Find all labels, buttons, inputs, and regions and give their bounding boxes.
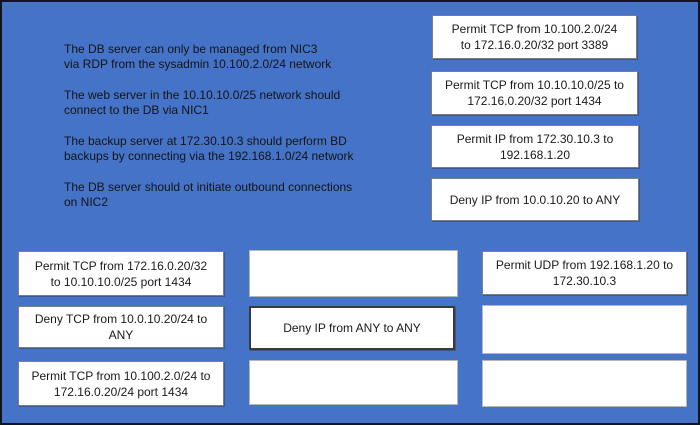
pool-rule-card-right-1-label: Permit UDP from 192.168.1.20 to 172.30.1… — [495, 258, 674, 288]
instruction-paragraph-2: The web server in the 10.10.10.0/25 netw… — [64, 88, 341, 117]
empty-drop-slot-middle-3[interactable] — [249, 360, 458, 405]
placed-rule-card-1-label: Permit TCP from 10.100.2.0/24 to 172.16.… — [451, 22, 618, 52]
placed-rule-card-4[interactable]: Deny IP from 10.0.10.20 to ANY — [431, 178, 639, 221]
pool-rule-card-left-1[interactable]: Permit TCP from 172.16.0.20/32 to 10.10.… — [18, 251, 224, 296]
placed-rule-card-1[interactable]: Permit TCP from 10.100.2.0/24 to 172.16.… — [432, 15, 637, 59]
placed-rule-card-3[interactable]: Permit IP from 172.30.10.3 to 192.168.1.… — [431, 125, 639, 168]
placed-rule-card-2-label: Permit TCP from 10.10.10.0/25 to 172.16.… — [445, 78, 624, 108]
empty-drop-slot-middle-1[interactable] — [249, 250, 458, 297]
pool-rule-card-right-1[interactable]: Permit UDP from 192.168.1.20 to 172.30.1… — [482, 251, 687, 295]
instruction-paragraph-4: The DB server should ot initiate outboun… — [64, 180, 353, 209]
empty-drop-slot-right-2[interactable] — [482, 305, 687, 354]
empty-drop-slot-right-3[interactable] — [482, 360, 687, 407]
pool-rule-card-left-3-label: Permit TCP from 10.100.2.0/24 to 172.16.… — [31, 368, 211, 399]
pool-rule-card-left-1-label: Permit TCP from 172.16.0.20/32 to 10.10.… — [34, 258, 208, 289]
pool-rule-card-middle-2-label: Deny IP from ANY to ANY — [283, 321, 421, 335]
pool-rule-card-left-3[interactable]: Permit TCP from 10.100.2.0/24 to 172.16.… — [18, 361, 224, 406]
placed-rule-card-4-label: Deny IP from 10.0.10.20 to ANY — [449, 192, 621, 207]
instruction-paragraph-3: The backup server at 172.30.10.3 should … — [64, 134, 354, 163]
placed-rule-card-3-label: Permit IP from 172.30.10.3 to 192.168.1.… — [456, 131, 614, 162]
pool-rule-card-left-2[interactable]: Deny TCP from 10.0.10.20/24 to ANY — [18, 306, 224, 348]
instruction-paragraph-1: The DB server can only be managed from N… — [64, 42, 332, 71]
pool-rule-card-left-2-label: Deny TCP from 10.0.10.20/24 to ANY — [34, 312, 208, 342]
requirements-text: The DB server can only be managed from N… — [64, 42, 424, 226]
placed-rule-card-2[interactable]: Permit TCP from 10.10.10.0/25 to 172.16.… — [431, 71, 638, 115]
pool-rule-card-middle-2[interactable]: Deny IP from ANY to ANY — [249, 306, 455, 350]
